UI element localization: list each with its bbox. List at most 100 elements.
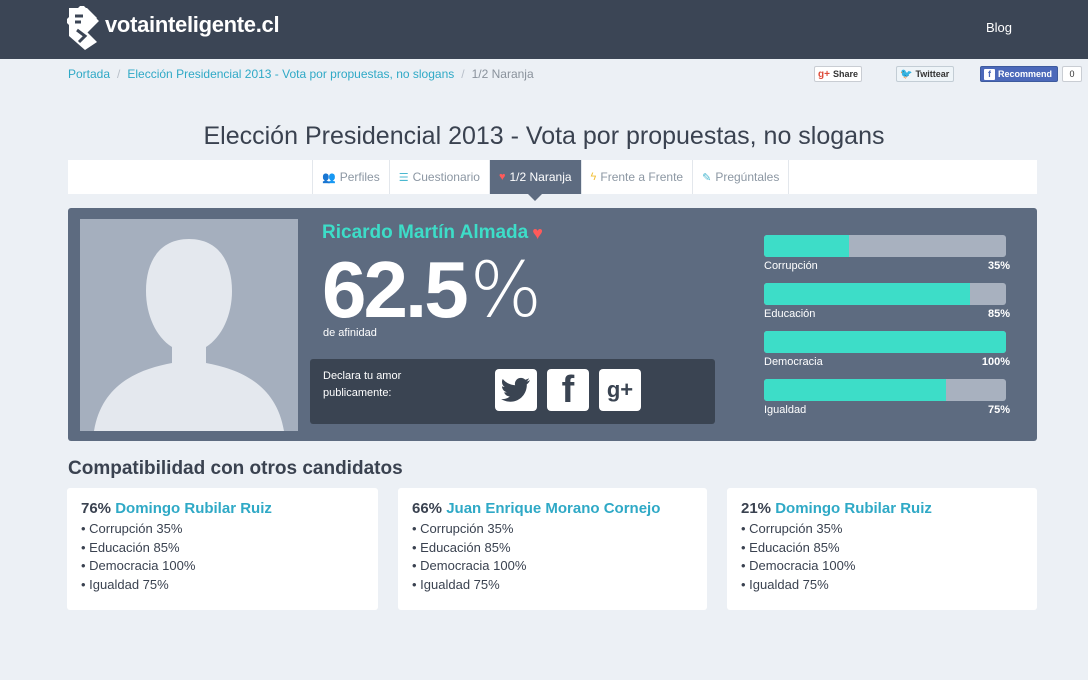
tab-label: Cuestionario <box>412 170 480 184</box>
bar-value: 100% <box>981 356 1010 368</box>
topic-bar: Democracia 100% <box>764 331 1010 379</box>
compat-percent: 76% <box>81 500 116 517</box>
page-title: Elección Presidencial 2013 - Vota por pr… <box>203 122 885 150</box>
tab-label: Pregúntales <box>715 170 780 184</box>
person-silhouette-icon <box>94 239 284 431</box>
score-percent-sign: % <box>469 245 542 334</box>
topic-bar: Igualdad 75% <box>764 379 1010 427</box>
compat-candidate-link[interactable]: Juan Enrique Morano Cornejo <box>446 500 661 517</box>
list-item: Democracia 100% <box>81 557 195 576</box>
bar-value: 35% <box>987 260 1010 272</box>
blog-link[interactable]: Blog <box>985 20 1012 35</box>
site-logo[interactable]: votainteligente.cl <box>67 6 280 50</box>
bar-value: 75% <box>987 404 1010 416</box>
list-item: Educación 85% <box>741 539 855 558</box>
tab-label: Perfiles <box>339 170 380 184</box>
list-item: Democracia 100% <box>412 557 526 576</box>
logo-text: votainteligente.cl <box>105 12 280 37</box>
affinity-score: 62.5 % <box>322 248 542 332</box>
tab-cuestionario[interactable]: ☰ Cuestionario <box>388 160 489 194</box>
bar-label: Igualdad <box>764 404 807 416</box>
facebook-recommend-label: Recommend <box>998 69 1053 79</box>
topic-bar: Educación 85% <box>764 283 1010 331</box>
list-item: Corrupción 35% <box>741 520 855 539</box>
breadcrumb-separator: / <box>461 67 465 81</box>
heart-icon: ♥ <box>498 171 506 183</box>
facebook-share-icon: f <box>561 368 575 411</box>
facebook-icon: f <box>984 68 995 80</box>
bar-fill <box>764 331 1006 353</box>
candidate-name[interactable]: Ricardo Martín Almada ♥ <box>322 222 543 244</box>
compat-topic-list: Corrupción 35%Educación 85%Democracia 10… <box>741 520 855 594</box>
twitter-bird-icon: 🐦 <box>900 68 913 80</box>
compat-topic-list: Corrupción 35%Educación 85%Democracia 10… <box>412 520 526 594</box>
compat-candidate-link[interactable]: Domingo Rubilar Ruiz <box>115 500 272 517</box>
breadcrumb-separator: / <box>117 67 121 81</box>
bar-fill <box>764 283 970 305</box>
compat-card: 66% Juan Enrique Morano Cornejo Corrupció… <box>398 488 707 610</box>
tab-frente-a-frente[interactable]: ϟ Frente a Frente <box>580 160 693 194</box>
topic-bars: Corrupción 35% Educación 85% Democracia 100% I… <box>764 235 1010 427</box>
compat-topic-list: Corrupción 35%Educación 85%Democracia 10… <box>81 520 195 594</box>
twitter-icon <box>501 377 530 402</box>
twitter-tweet-label: Twittear <box>915 69 950 79</box>
google-plus-icon: g+ <box>818 68 830 80</box>
bar-label: Democracia <box>764 356 823 368</box>
facebook-count: 0 <box>1062 66 1082 82</box>
bar-label: Educación <box>764 308 816 320</box>
share-box: Declara tu amor publicamente: f g+ <box>310 359 715 424</box>
topic-bar: Corrupción 35% <box>764 235 1010 283</box>
score-number: 62.5 <box>322 245 469 334</box>
section-nav: 👥 Perfiles ☰ Cuestionario ♥ 1/2 Naranja ϟ Frent… <box>68 160 1037 201</box>
google-plus-share-icon: g+ <box>606 377 634 402</box>
list-item: Igualdad 75% <box>741 576 855 595</box>
list-icon: ☰ <box>398 171 409 184</box>
list-item: Educación 85% <box>81 539 195 558</box>
nav-tabs: 👥 Perfiles ☰ Cuestionario ♥ 1/2 Naranja ϟ Frent… <box>312 160 790 201</box>
breadcrumb-home[interactable]: Portada <box>68 67 111 81</box>
tab-preg-ntales[interactable]: ✎ Pregúntales <box>692 160 790 194</box>
logo-icon <box>67 6 99 50</box>
compat-card-header: 66% Juan Enrique Morano Cornejo <box>412 500 660 517</box>
breadcrumb: Portada / Elección Presidencial 2013 - V… <box>68 67 534 81</box>
bar-fill <box>764 379 946 401</box>
google-share-label: Share <box>832 69 858 79</box>
bar-track <box>764 235 1006 257</box>
tab-label: Frente a Frente <box>600 170 684 184</box>
candidate-name-text: Ricardo Martín Almada <box>322 222 529 243</box>
list-item: Igualdad 75% <box>81 576 195 595</box>
bar-track <box>764 331 1006 353</box>
bar-track <box>764 283 1006 305</box>
compat-card: 21% Domingo Rubilar Ruiz Corrupción 35%Ed… <box>727 488 1037 610</box>
users-icon: 👥 <box>322 171 336 184</box>
share-prompt: Declara tu amor publicamente: <box>323 370 402 399</box>
tab-perfiles[interactable]: 👥 Perfiles <box>312 160 389 194</box>
heart-icon: ♥ <box>532 222 543 243</box>
list-item: Educación 85% <box>412 539 526 558</box>
bar-value: 85% <box>987 308 1010 320</box>
tab-1-2-naranja[interactable]: ♥ 1/2 Naranja <box>488 160 581 201</box>
compat-percent: 66% <box>412 500 447 517</box>
facebook-share-button[interactable]: f <box>547 369 589 411</box>
twitter-tweet-button[interactable]: 🐦 Twittear <box>896 66 954 82</box>
bar-label: Corrupción <box>764 260 818 272</box>
list-item: Corrupción 35% <box>81 520 195 539</box>
google-share-button[interactable]: g+ Share <box>814 66 862 82</box>
tab-label: 1/2 Naranja <box>509 170 572 184</box>
compat-candidate-link[interactable]: Domingo Rubilar Ruiz <box>775 500 932 517</box>
compat-card: 76% Domingo Rubilar Ruiz Corrupción 35%Ed… <box>67 488 378 610</box>
breadcrumb-election[interactable]: Elección Presidencial 2013 - Vota por pr… <box>127 67 455 81</box>
google-plus-share-button[interactable]: g+ <box>599 369 641 411</box>
compat-card-header: 76% Domingo Rubilar Ruiz <box>81 500 272 517</box>
compat-title: Compatibilidad con otros candidatos <box>68 458 403 479</box>
twitter-share-button[interactable] <box>495 369 537 411</box>
affinity-label: de afinidad <box>323 327 377 339</box>
list-item: Democracia 100% <box>741 557 855 576</box>
list-item: Corrupción 35% <box>412 520 526 539</box>
bar-track <box>764 379 1006 401</box>
bar-fill <box>764 235 849 257</box>
compat-percent: 21% <box>741 500 776 517</box>
candidate-card: Ricardo Martín Almada ♥ 62.5 % de afinid… <box>68 208 1037 441</box>
list-item: Igualdad 75% <box>412 576 526 595</box>
facebook-recommend-button[interactable]: f Recommend <box>980 66 1058 82</box>
